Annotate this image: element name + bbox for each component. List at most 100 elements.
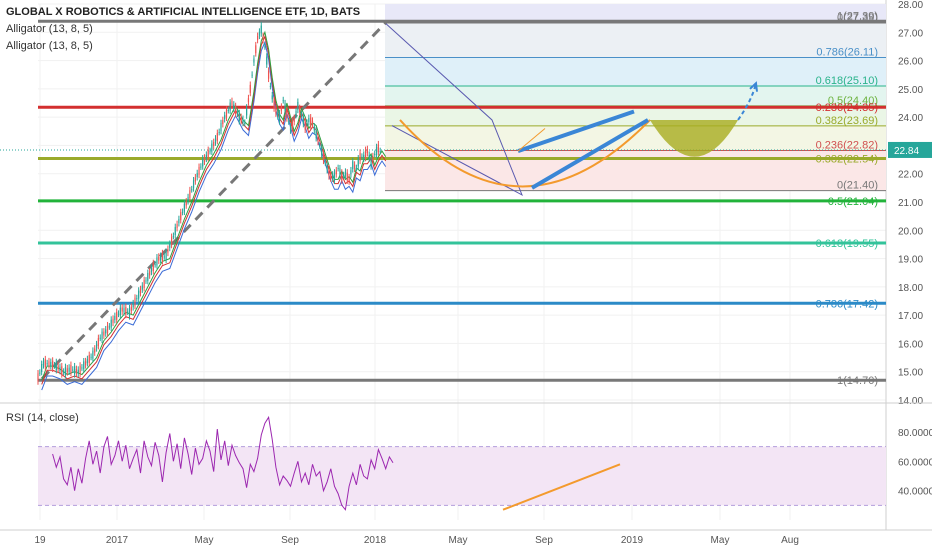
chart-legend: GLOBAL X ROBOTICS & ARTIFICIAL INTELLIGE…	[6, 4, 360, 55]
candle-body	[339, 168, 341, 177]
y-tick-label: 16.00	[898, 339, 923, 350]
fib-small-label: 0.382(23.69)	[816, 115, 878, 127]
fib-large-label: 0.5(21.04)	[828, 196, 878, 208]
candle-body	[308, 117, 310, 122]
rsi-legend[interactable]: RSI (14, close)	[6, 412, 79, 424]
candle-body	[147, 272, 149, 281]
candle-body	[150, 267, 153, 272]
candle-body	[176, 224, 178, 229]
fib-band	[385, 125, 886, 151]
candle-body	[48, 361, 50, 366]
candle-body	[214, 138, 217, 143]
candle-body	[52, 360, 54, 369]
candle-body	[74, 366, 76, 375]
candle-body	[233, 104, 235, 109]
candle-body	[46, 363, 48, 365]
rsi-tick-label: 80.0000	[898, 428, 932, 439]
candle-body	[72, 369, 74, 371]
y-tick-label: 25.00	[898, 85, 923, 96]
candle-body	[181, 211, 184, 213]
candle-body	[295, 110, 297, 115]
indicator-label-1[interactable]: Alligator (13, 8, 5)	[6, 23, 93, 35]
candle-body	[288, 121, 290, 123]
x-tick-label: May	[711, 535, 730, 546]
candle-body	[211, 143, 213, 152]
candle-body	[81, 367, 83, 369]
candle-body	[344, 171, 347, 176]
candle-body	[39, 372, 41, 374]
candle-body	[264, 46, 266, 48]
candle-body	[174, 227, 176, 235]
candle-body	[92, 350, 94, 359]
candle-body	[350, 170, 352, 175]
candle-body	[247, 98, 250, 103]
candle-body	[158, 256, 160, 261]
candle-body	[260, 25, 262, 34]
candle-body	[372, 156, 374, 161]
candle-body	[332, 174, 334, 179]
candle-body	[44, 359, 46, 368]
fib-top-zone	[385, 4, 886, 22]
y-tick-label: 27.00	[898, 28, 923, 39]
candle-body	[225, 109, 228, 118]
candle-body	[145, 280, 147, 282]
fib-small-label: 0.618(25.10)	[816, 75, 878, 87]
candle-body	[249, 84, 251, 93]
rsi-band	[38, 446, 886, 506]
rsi-tick-label: 60.0000	[898, 457, 932, 468]
candle-body	[194, 177, 196, 182]
candle-body	[267, 70, 270, 79]
candle-body	[97, 338, 99, 346]
candle-body	[284, 103, 286, 112]
alligator-teeth	[41, 34, 387, 385]
candle-body	[311, 120, 314, 125]
candle-body	[134, 297, 136, 306]
x-tick-label: Sep	[281, 535, 299, 546]
candle-body	[41, 363, 43, 372]
fib-band	[385, 105, 886, 126]
candle-body	[117, 313, 120, 315]
wedge-lines	[385, 23, 523, 197]
channel-upper	[517, 109, 635, 153]
y-tick-label: 21.00	[898, 198, 923, 209]
candle-body	[70, 364, 72, 373]
candle-body	[364, 149, 367, 158]
candle-body	[280, 106, 282, 111]
candle-body	[156, 257, 158, 266]
candle-body	[79, 365, 81, 374]
fib-band	[385, 57, 886, 87]
candle-body	[105, 329, 107, 334]
candle-body	[123, 308, 125, 313]
fib-small-label: 0.786(26.11)	[816, 46, 878, 58]
rsi-line	[52, 415, 394, 511]
candle-body	[297, 101, 299, 110]
y-tick-label: 20.00	[898, 226, 923, 237]
rsi-tick-label: 40.0000	[898, 487, 932, 498]
candle-body	[377, 144, 379, 153]
candle-body	[202, 158, 204, 167]
candle-body	[55, 362, 57, 371]
fib-large-label: 0.236(24.35)	[816, 102, 878, 114]
candle-body	[95, 344, 98, 349]
candle-body	[64, 367, 67, 375]
candle-body	[224, 115, 226, 120]
candle-body	[302, 116, 304, 124]
x-tick-label: Sep	[535, 535, 553, 546]
fib-small-label: 0.236(22.82)	[816, 140, 878, 152]
candle-body	[192, 180, 195, 189]
candle-body	[275, 109, 277, 114]
y-tick-label: 19.00	[898, 255, 923, 266]
y-tick-label: 26.00	[898, 57, 923, 68]
candle-body	[266, 56, 268, 65]
candle-body	[348, 177, 350, 182]
candle-body	[185, 201, 187, 206]
candle-body	[84, 361, 87, 366]
candle-body	[304, 121, 306, 130]
candle-body	[278, 113, 281, 122]
x-tick-label: 2017	[106, 535, 129, 546]
candle-body	[169, 243, 171, 248]
indicator-label-2[interactable]: Alligator (13, 8, 5)	[6, 40, 93, 52]
chart-title: GLOBAL X ROBOTICS & ARTIFICIAL INTELLIGE…	[6, 6, 361, 18]
candle-body	[66, 368, 68, 373]
